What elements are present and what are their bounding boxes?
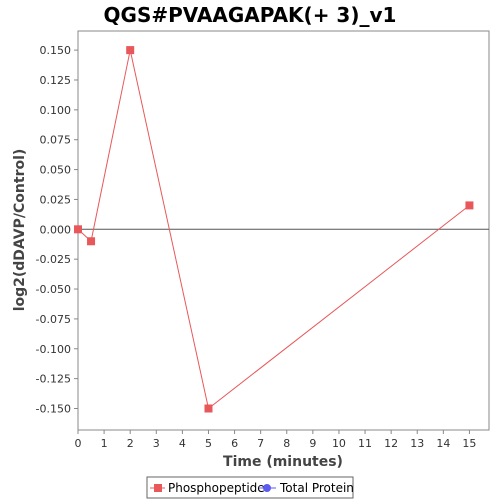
y-tick-label: 0.000 — [40, 223, 72, 236]
y-tick-label: -0.050 — [36, 283, 71, 296]
data-point — [465, 201, 474, 210]
y-tick-label: 0.125 — [40, 74, 72, 87]
y-tick-label: -0.025 — [36, 253, 71, 266]
x-tick-label: 5 — [205, 437, 212, 450]
legend-box — [146, 476, 354, 499]
x-tick-label: 12 — [384, 437, 398, 450]
legend-marker-total-protein — [263, 484, 271, 492]
x-axis-label: Time (minutes) — [223, 454, 343, 470]
x-tick-label: 2 — [127, 437, 134, 450]
x-tick-label: 8 — [283, 437, 290, 450]
y-tick-label: 0.150 — [40, 44, 72, 57]
y-tick-label: -0.075 — [36, 313, 71, 326]
y-tick-label: 0.025 — [40, 193, 72, 206]
x-tick-label: 7 — [257, 437, 264, 450]
x-tick-label: 1 — [101, 437, 108, 450]
y-tick-label: 0.050 — [40, 164, 72, 177]
chart-title: QGS#PVAAGAPAK(+ 3)_v1 — [104, 3, 397, 27]
y-tick-label: 0.100 — [40, 104, 72, 117]
legend-label-total-protein: Total Protein — [279, 481, 354, 495]
x-tick-label: 13 — [410, 437, 424, 450]
y-axis: 0.150 0.125 0.100 0.075 0.050 0.025 0.000 -0.02… — [36, 44, 78, 415]
x-tick-label: 11 — [358, 437, 372, 450]
series-layer — [74, 46, 474, 413]
x-tick-label: 4 — [179, 437, 186, 450]
x-tick-label: 15 — [462, 437, 476, 450]
x-axis: 0 1 2 3 4 5 6 7 8 9 10 11 12 13 14 15 — [75, 430, 476, 450]
y-axis-label: log2(dDAVP/Control) — [12, 149, 28, 312]
data-point — [74, 225, 82, 234]
x-tick-label: 9 — [309, 437, 316, 450]
x-tick-label: 3 — [153, 437, 160, 450]
y-tick-label: -0.100 — [36, 343, 71, 356]
x-tick-label: 10 — [332, 437, 346, 450]
legend: Phosphopeptide Total Protein — [146, 476, 354, 499]
data-point — [126, 46, 135, 55]
legend-label-phosphopeptide: Phosphopeptide — [168, 481, 265, 495]
data-point — [87, 237, 96, 246]
data-point — [204, 404, 213, 413]
x-tick-label: 0 — [75, 437, 82, 450]
legend-marker-phosphopeptide — [154, 484, 162, 492]
y-tick-label: -0.125 — [36, 373, 71, 386]
x-tick-label: 14 — [436, 437, 450, 450]
plot-area — [77, 30, 490, 431]
y-tick-label: -0.150 — [36, 402, 71, 415]
x-tick-label: 6 — [231, 437, 238, 450]
y-tick-label: 0.075 — [40, 134, 72, 147]
